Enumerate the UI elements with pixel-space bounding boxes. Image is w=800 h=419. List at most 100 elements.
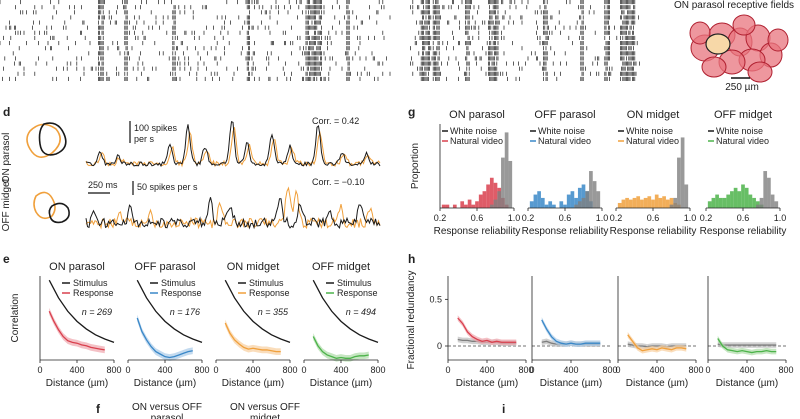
panel-f-label-2b: midget bbox=[250, 413, 280, 419]
h-natural-video-line bbox=[541, 319, 601, 345]
g-bar-natural bbox=[726, 194, 731, 208]
g-bar-natural bbox=[537, 191, 541, 208]
g-tick-label: 1.0 bbox=[774, 213, 787, 223]
panel-letter-g: g bbox=[408, 105, 415, 119]
g-bar-natural bbox=[741, 184, 745, 208]
g-bar-white bbox=[508, 160, 513, 208]
g-bar-natural bbox=[493, 182, 498, 208]
g-bar-white bbox=[669, 204, 674, 208]
g-bar-natural bbox=[460, 201, 465, 208]
e-tick-label: 400 bbox=[69, 365, 84, 375]
g-xlabel: Response reliability bbox=[700, 226, 787, 237]
panel-h-redundancy: Fractional redundancy 00.50 400 800Distance… bbox=[406, 271, 794, 389]
row-label-on-parasol: ON parasol bbox=[1, 133, 12, 184]
g-bar-white bbox=[493, 199, 498, 208]
h-ytick-label: 0.5 bbox=[429, 294, 442, 304]
e-tick-label: 800 bbox=[370, 365, 385, 375]
e-xlabel: Distance (µm) bbox=[134, 378, 196, 389]
panel-f-label-1: ON versus OFF bbox=[132, 402, 202, 413]
g-bar-white bbox=[489, 204, 494, 208]
g-bar-natural bbox=[647, 196, 652, 208]
h-tick-label: 400 bbox=[739, 365, 754, 375]
g-bar-natural bbox=[489, 177, 494, 208]
rf-cell bbox=[732, 14, 756, 36]
g-bar-white bbox=[504, 132, 509, 208]
g-bar-natural bbox=[563, 204, 567, 208]
g-bar-natural bbox=[636, 196, 641, 208]
e-legend-stim: Stimulus bbox=[161, 278, 196, 288]
trace1-scale-label-2: per s bbox=[134, 134, 155, 144]
panel-f-label-2: ON versus OFF bbox=[230, 402, 300, 413]
e-n-label: n = 176 bbox=[170, 307, 200, 317]
g-bar-white bbox=[497, 191, 502, 208]
e-response-band bbox=[137, 314, 193, 361]
spike-raster bbox=[0, 0, 640, 81]
h-ylabel: Fractional redundancy bbox=[406, 271, 417, 370]
h-tick-label: 0 bbox=[445, 365, 450, 375]
g-bar-white bbox=[755, 204, 760, 208]
h-tick-label: 800 bbox=[602, 365, 617, 375]
g-tick-label: 0.6 bbox=[737, 213, 750, 223]
e-xlabel: Distance (µm) bbox=[46, 378, 108, 389]
g-tick-label: 0.2 bbox=[700, 213, 713, 223]
rf-title: ON parasol receptive fields bbox=[674, 0, 794, 11]
g-bar-white bbox=[581, 197, 586, 208]
e-tick-label: 400 bbox=[333, 365, 348, 375]
panel-letter-d: d bbox=[3, 105, 10, 119]
e-response-band bbox=[225, 319, 281, 355]
h-tick-label: 400 bbox=[649, 365, 664, 375]
trace-off-midget-noise bbox=[85, 197, 381, 230]
g-bar-natural bbox=[737, 191, 742, 208]
g-bar-natural bbox=[665, 199, 670, 208]
time-scale-label: 250 ms bbox=[88, 180, 118, 190]
g-bar-natural bbox=[752, 197, 756, 208]
g-bar-natural bbox=[464, 204, 468, 208]
e-legend-stim: Stimulus bbox=[337, 278, 372, 288]
trace-on-parasol-video bbox=[85, 127, 381, 168]
e-legend-resp: Response bbox=[161, 288, 202, 298]
g-bar-natural bbox=[654, 194, 659, 208]
e-n-label: n = 355 bbox=[258, 307, 289, 317]
e-ylabel: Correlation bbox=[10, 294, 21, 343]
g-bar-natural bbox=[570, 191, 575, 208]
g-xlabel: Response reliability bbox=[434, 226, 521, 237]
g-bar-natural bbox=[529, 201, 534, 208]
g-bar-natural bbox=[669, 197, 674, 208]
g-tick-label: 0.6 bbox=[471, 213, 484, 223]
g-bar-white bbox=[684, 184, 689, 208]
e-tick-label: 0 bbox=[125, 365, 130, 375]
panel-d: d ON parasol OFF midget 100 spikes per s… bbox=[1, 105, 381, 231]
trace1-corr: Corr. = 0.42 bbox=[312, 116, 359, 126]
trace-off-midget-video bbox=[85, 186, 381, 230]
g-bar-white bbox=[577, 201, 582, 208]
g-bar-natural bbox=[748, 194, 753, 208]
h-ytick-label: 0 bbox=[437, 341, 442, 351]
h-tick-label: 0 bbox=[615, 365, 620, 375]
e-tick-label: 0 bbox=[37, 365, 42, 375]
g-tick-label: 0.2 bbox=[522, 213, 535, 223]
g-bar-natural bbox=[467, 199, 472, 208]
rf-outline-orange bbox=[26, 123, 61, 158]
g-title-off_parasol: OFF parasol bbox=[534, 109, 595, 121]
g-legend-natural: Natural video bbox=[716, 136, 769, 146]
rf-mosaic bbox=[689, 14, 789, 83]
e-response-line bbox=[312, 336, 369, 359]
g-bar-white bbox=[574, 204, 578, 208]
firing-rate-traces bbox=[85, 120, 381, 230]
e-stimulus-line bbox=[312, 279, 379, 343]
g-tick-label: 1.0 bbox=[508, 213, 521, 223]
g-bar-natural bbox=[559, 201, 564, 208]
h-tick-label: 800 bbox=[688, 365, 703, 375]
h-tick-label: 400 bbox=[479, 365, 494, 375]
g-ylabel: Proportion bbox=[410, 143, 421, 189]
e-legend-stim: Stimulus bbox=[73, 278, 108, 288]
e-tick-label: 0 bbox=[213, 365, 218, 375]
e-response-line bbox=[136, 317, 193, 359]
g-bar-natural bbox=[577, 187, 582, 208]
e-title-on_midget: ON midget bbox=[227, 261, 280, 273]
h-natural-video-band bbox=[627, 332, 687, 354]
trace1-scale-label-1: 100 spikes bbox=[134, 123, 178, 133]
e-title-off_parasol: OFF parasol bbox=[134, 261, 195, 273]
g-bar-natural bbox=[445, 204, 450, 208]
